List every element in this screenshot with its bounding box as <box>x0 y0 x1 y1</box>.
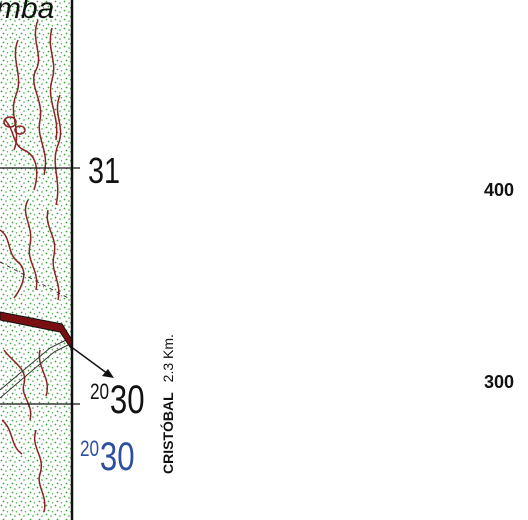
contour-lines <box>0 19 62 513</box>
grid-lines <box>0 167 80 405</box>
road-destination-label: CRISTÓBAL 2.3 Km. <box>160 334 176 474</box>
grid-label-2030-blue: 2030 <box>80 437 135 477</box>
place-name-label: mba <box>0 0 55 25</box>
dashed-track <box>0 261 73 301</box>
easting-tick-300: 300 <box>484 372 515 392</box>
grid-label-main: 30 <box>109 378 145 422</box>
grid-label-prefix: 20 <box>80 436 100 461</box>
easting-tick-400: 400 <box>484 180 515 200</box>
secondary-road <box>0 339 71 399</box>
grid-label-prefix: 20 <box>90 379 110 404</box>
arrow-icon <box>69 345 114 378</box>
grid-label-northing-31: 31 <box>88 150 121 191</box>
vegetation-area <box>0 0 72 520</box>
destination-distance: 2.3 Km. <box>160 334 176 383</box>
destination-name: CRISTÓBAL <box>160 392 176 474</box>
grid-label-2030: 2030 <box>90 380 145 420</box>
grid-label-main: 30 <box>99 435 135 479</box>
